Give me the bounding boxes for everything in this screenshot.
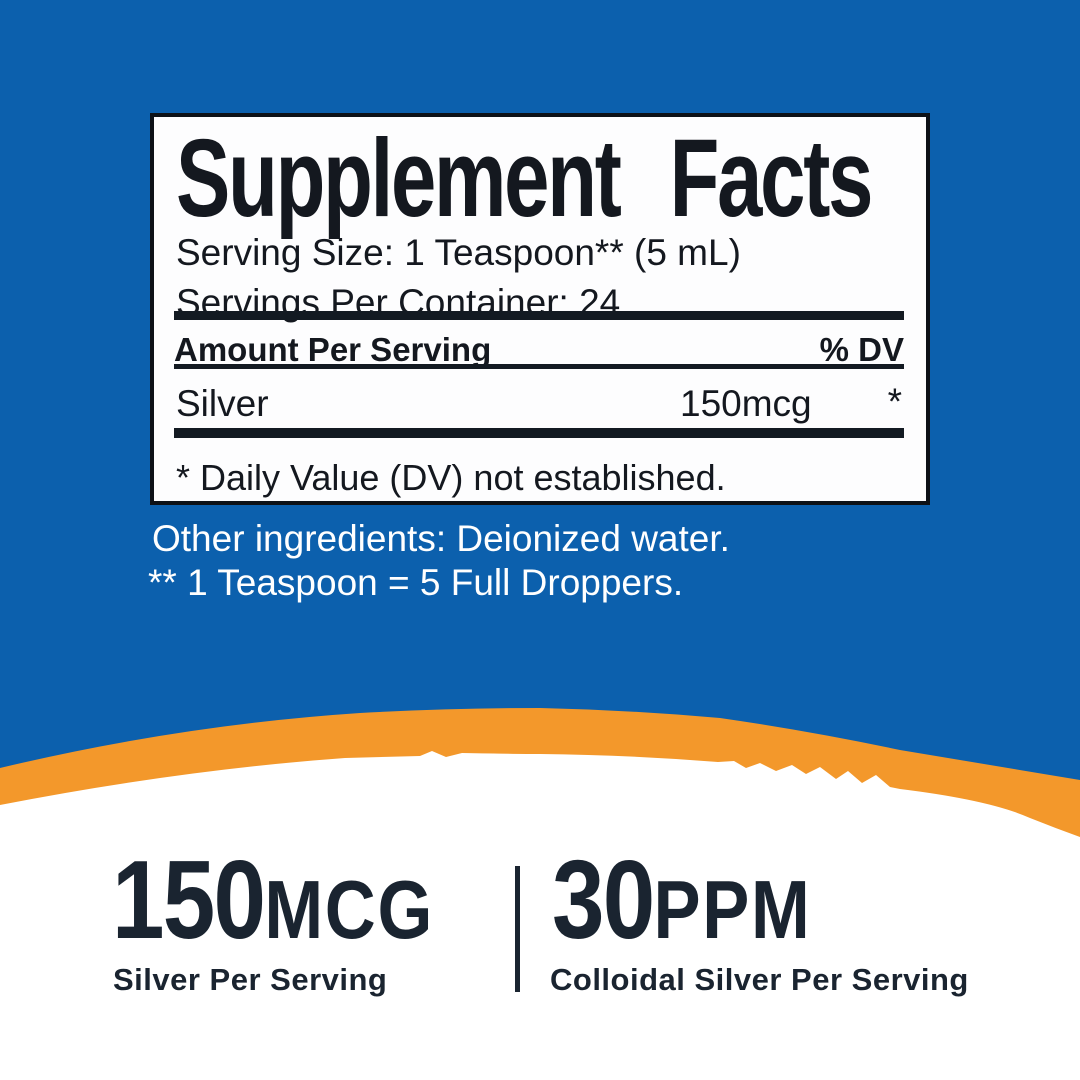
ingredient-name: Silver — [176, 383, 269, 424]
white-bottom-area — [0, 751, 1080, 1080]
dose-caption-right: Colloidal Silver Per Serving — [550, 962, 969, 997]
thick-rule-bottom — [174, 428, 904, 438]
thin-rule — [174, 364, 904, 369]
percent-dv-header: % DV — [819, 331, 904, 368]
dose-unit-right: PPM — [653, 863, 812, 956]
teaspoon-equivalence-note: ** 1 Teaspoon = 5 Full Droppers. — [148, 562, 684, 603]
dose-value-right: 30 — [552, 838, 655, 962]
supplement-facts-panel: Supplement Facts Serving Size: 1 Teaspoo… — [150, 113, 930, 505]
ingredient-dv-asterisk: * — [887, 381, 902, 422]
dose-value-left: 150 — [112, 838, 266, 962]
dose-highlight-right: 30PPM — [552, 845, 857, 956]
dv-footnote: * Daily Value (DV) not established. — [176, 457, 726, 498]
thick-rule-top — [174, 311, 904, 320]
ingredient-amount: 150mcg — [680, 383, 812, 424]
amount-per-serving-header: Amount Per Serving — [174, 331, 492, 368]
dose-caption-left: Silver Per Serving — [113, 962, 388, 997]
other-ingredients-note: Other ingredients: Deionized water. — [152, 518, 730, 559]
dose-highlight-left: 150MCG — [112, 845, 491, 956]
supplement-facts-title: Supplement Facts — [176, 117, 873, 240]
table-row: Silver 150mcg * — [176, 381, 904, 427]
table-header-row: Amount Per Serving % DV — [174, 330, 904, 370]
serving-size-line: Serving Size: 1 Teaspoon** (5 mL) — [176, 232, 741, 273]
vertical-divider — [515, 866, 520, 992]
dose-unit-left: MCG — [264, 863, 435, 956]
